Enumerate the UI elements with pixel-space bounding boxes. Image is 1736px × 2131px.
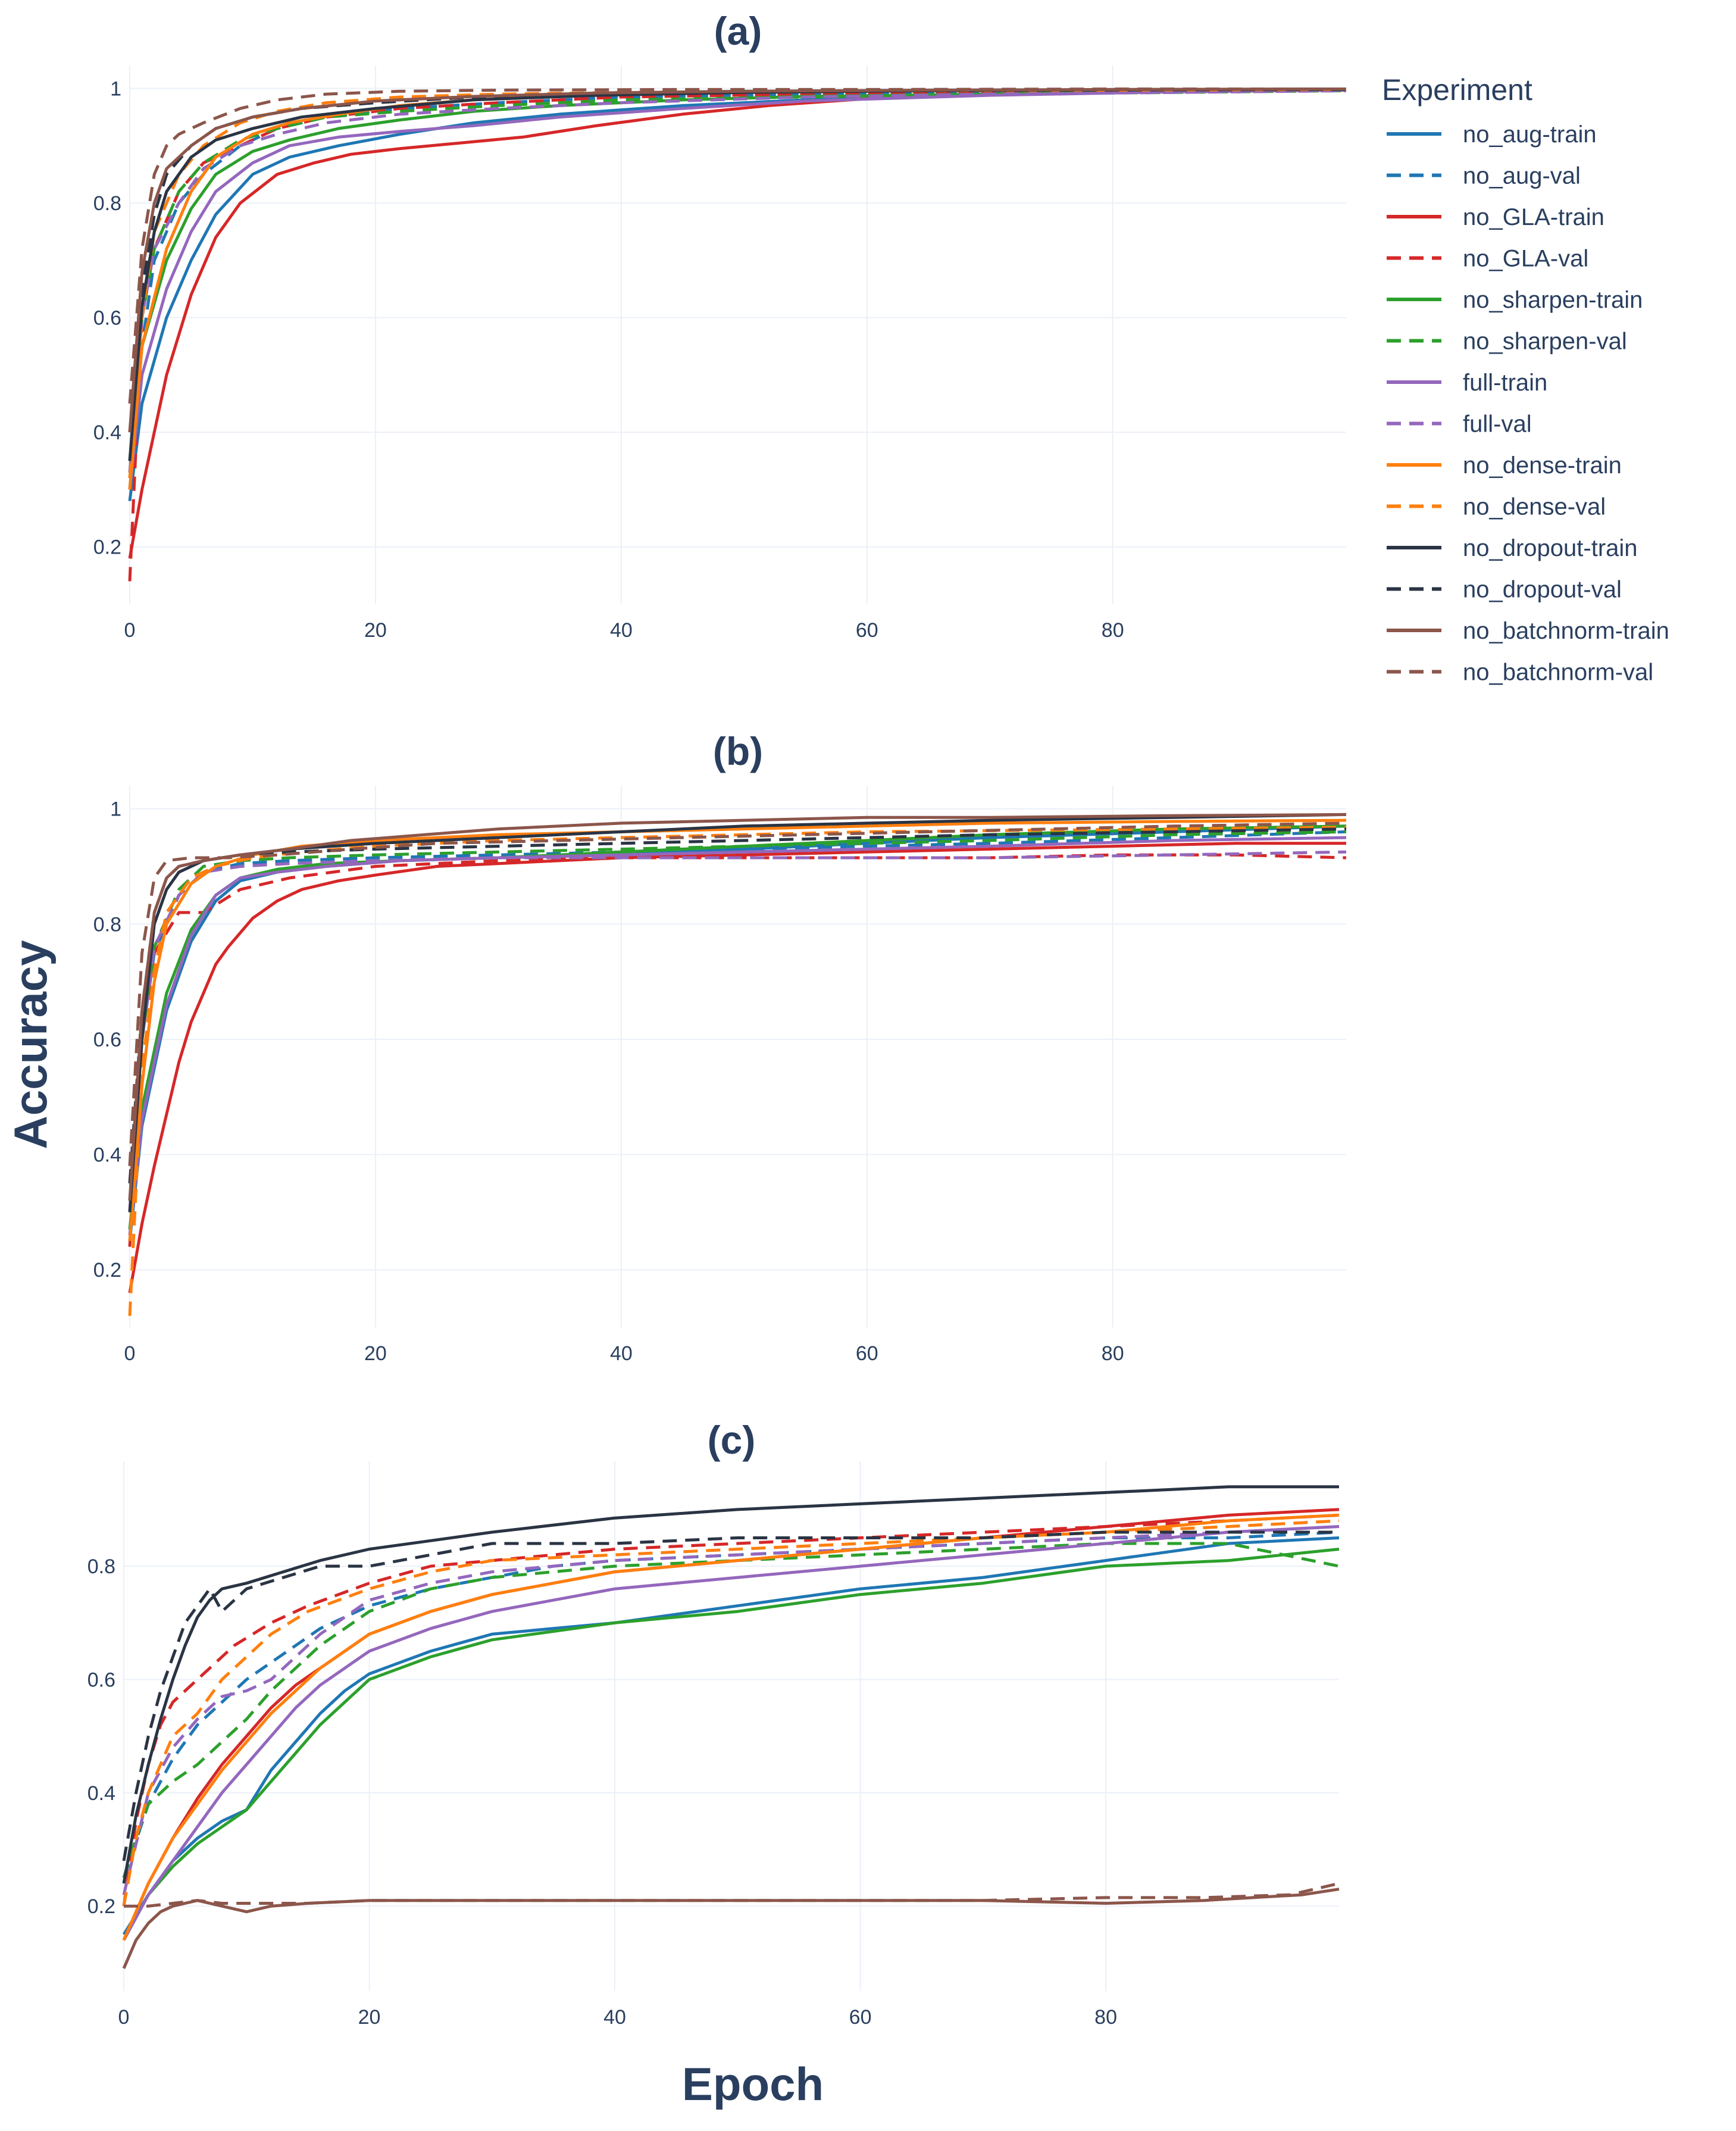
panel-0: (a) 0 20 40 60 80 0.2 0.4 0.6 0.8 1 (93, 9, 1347, 642)
series-line-no_sharpen-train (128, 88, 1347, 479)
series-line-no_batchnorm-val (128, 821, 1347, 1167)
series-line-no_batchnorm-train (128, 813, 1347, 1201)
x-tick-label: 40 (603, 2006, 626, 2029)
series-line-no_aug-train (122, 1536, 1340, 1936)
series-line-no_GLA-val (122, 1513, 1340, 1907)
legend-label-no_GLA-val: no_GLA-val (1463, 246, 1588, 272)
y-tick-label: 1 (110, 78, 121, 101)
series-line-no_dropout-train (122, 1485, 1339, 1884)
legend-label-no_aug-train: no_aug-train (1463, 121, 1597, 148)
series-line-no_sharpen-val (128, 89, 1347, 461)
legend-label-no_dropout-train: no_dropout-train (1463, 535, 1638, 561)
panel-2: (c) 0 20 40 60 80 0.2 0.4 0.6 0.8 (87, 1418, 1340, 2029)
y-tick-label: 0.6 (87, 1668, 115, 1691)
series-line-no_GLA-train (128, 88, 1347, 559)
legend-label-no_dense-val: no_dense-val (1463, 494, 1606, 520)
series-line-full-val (128, 850, 1347, 1213)
x-tick-label: 20 (364, 619, 387, 642)
series-line-no_dropout-val (122, 1530, 1339, 1861)
x-tick-label: 0 (124, 619, 136, 642)
x-tick-label: 60 (849, 2006, 872, 2029)
series-line-full-train (122, 1525, 1340, 1941)
y-tick-label: 0.6 (93, 1029, 121, 1051)
legend-label-full-train: full-train (1463, 370, 1547, 396)
series-line-no_batchnorm-val (124, 1882, 1340, 1908)
series-line-no_sharpen-val (122, 1542, 1340, 1879)
x-tick-label: 80 (1102, 1342, 1124, 1365)
x-tick-label: 80 (1102, 619, 1124, 642)
series-line-no_aug-val (128, 830, 1347, 1213)
y-tick-label: 0.8 (87, 1555, 115, 1578)
legend-label-no_dropout-val: no_dropout-val (1463, 577, 1622, 603)
series-line-no_dense-val (128, 826, 1347, 1316)
x-tick-label: 80 (1094, 2006, 1117, 2029)
series-line-no_GLA-train (128, 842, 1346, 1293)
legend-label-no_GLA-train: no_GLA-train (1463, 204, 1604, 230)
legend-title: Experiment (1382, 73, 1532, 107)
legend-label-no_sharpen-val: no_sharpen-val (1463, 329, 1627, 355)
y-tick-label: 0.6 (93, 307, 121, 330)
x-tick-label: 60 (856, 1342, 878, 1365)
legend-label-full-val: full-val (1463, 411, 1532, 438)
x-tick-label: 20 (358, 2006, 381, 2029)
series-line-no_GLA-train (122, 1508, 1340, 1941)
y-tick-label: 0.4 (93, 421, 121, 444)
panel-title: (a) (714, 9, 762, 53)
legend-label-no_aug-val: no_aug-val (1463, 163, 1581, 189)
series-line-no_aug-train (128, 88, 1347, 502)
x-tick-label: 60 (856, 619, 878, 642)
y-tick-label: 0.2 (93, 536, 121, 559)
x-tick-label: 40 (610, 619, 633, 642)
x-tick-label: 0 (118, 2006, 130, 2029)
panel-1: (b) 0 20 40 60 80 0.2 0.4 0.6 0.8 1 (93, 729, 1347, 1365)
legend-label-no_sharpen-train: no_sharpen-train (1463, 287, 1643, 313)
legend: Experiment no_aug-train no_aug-val no_GLA-… (1382, 73, 1669, 686)
series-line-no_aug-val (122, 1530, 1340, 1879)
y-axis-title: Accuracy (4, 940, 57, 1149)
series-line-no_dense-train (128, 88, 1347, 490)
legend-label-no_batchnorm-val: no_batchnorm-val (1463, 660, 1653, 686)
series-line-no_dropout-train (128, 88, 1347, 461)
panel-title: (b) (713, 729, 763, 773)
series-line-no_dense-train (128, 818, 1347, 1241)
series-line-no_dropout-train (128, 813, 1347, 1213)
series-line-full-train (128, 88, 1347, 490)
panel-title: (c) (708, 1418, 756, 1462)
y-tick-label: 0.2 (93, 1259, 121, 1282)
series-line-full-train (128, 836, 1347, 1236)
series-line-no_aug-val (128, 88, 1347, 490)
y-tick-label: 0.2 (87, 1895, 115, 1918)
series-line-no_batchnorm-train (122, 1888, 1340, 1969)
series-line-full-val (128, 89, 1347, 473)
y-tick-label: 0.8 (93, 192, 121, 215)
y-tick-label: 0.8 (93, 913, 121, 936)
x-axis-title: Epoch (682, 2058, 824, 2110)
panels: (a) 0 20 40 60 80 0.2 0.4 0.6 0.8 1 (b) 0 20 40 60 80 0.2… (87, 9, 1347, 2029)
legend-label-no_batchnorm-train: no_batchnorm-train (1463, 618, 1669, 644)
x-tick-label: 0 (124, 1342, 136, 1365)
y-tick-label: 0.4 (93, 1144, 121, 1167)
x-tick-label: 40 (610, 1342, 633, 1365)
series-line-no_dense-train (122, 1513, 1340, 1941)
x-tick-label: 20 (364, 1342, 387, 1365)
series-line-full-val (122, 1525, 1340, 1895)
y-tick-label: 1 (110, 798, 121, 821)
series-line-no_sharpen-train (122, 1548, 1340, 1941)
series-line-no_dropout-val (128, 827, 1347, 1184)
series-line-no_dense-val (128, 88, 1347, 479)
y-tick-label: 0.4 (87, 1782, 115, 1805)
series-line-no_batchnorm-val (128, 88, 1346, 404)
series-line-no_GLA-val (128, 853, 1347, 1247)
legend-label-no_dense-train: no_dense-train (1463, 452, 1622, 479)
